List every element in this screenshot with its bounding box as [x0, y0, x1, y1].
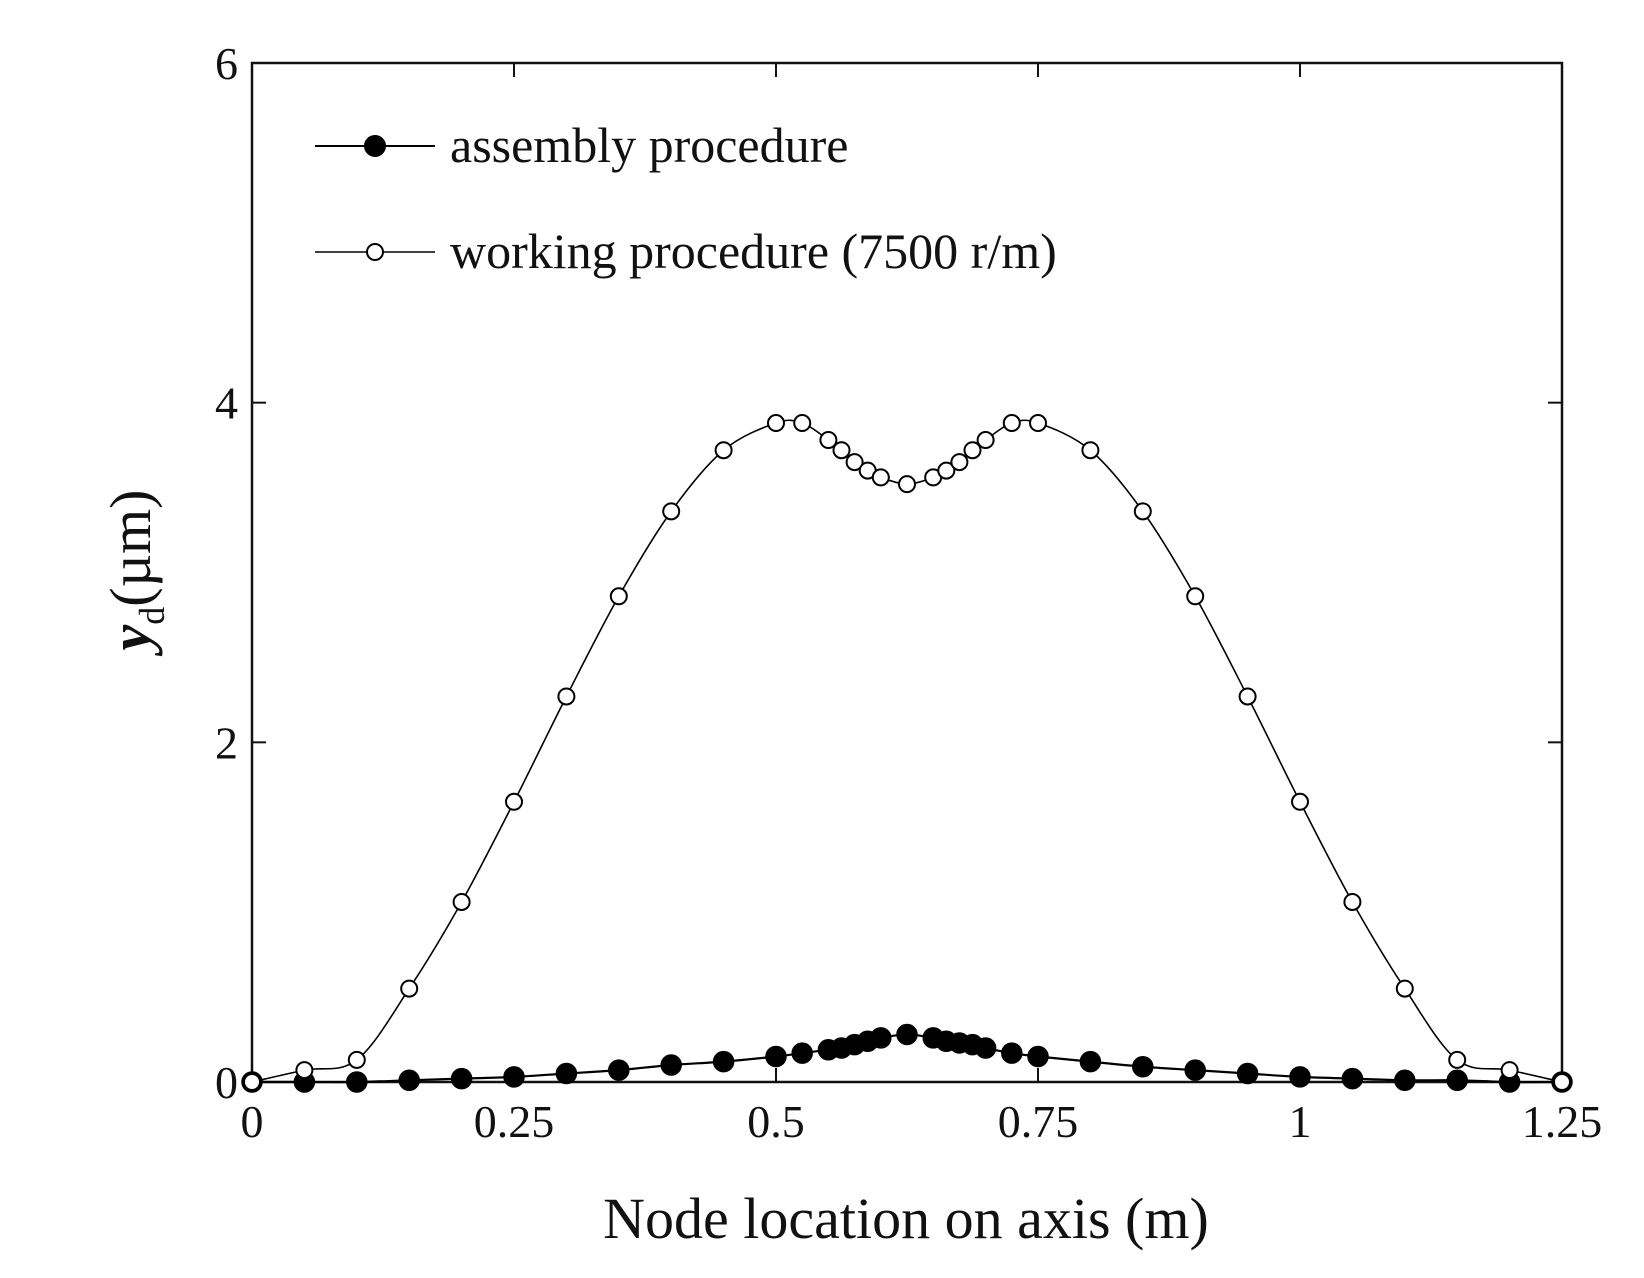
data-point [937, 461, 956, 480]
x-axis-label: Node location on axis (m) [603, 1186, 1209, 1251]
data-point [608, 1059, 630, 1081]
data-point [1446, 1069, 1468, 1092]
data-point [870, 1027, 892, 1049]
legend-label-working: working procedure (7500 r/m) [450, 223, 1057, 279]
data-point [1029, 414, 1047, 433]
data-point [662, 502, 681, 521]
series-line [251, 419, 1563, 1083]
series-working [243, 414, 1571, 1091]
data-point [714, 441, 733, 460]
axis-ticks [251, 62, 1563, 1083]
y-axis-label-symbol: y [98, 624, 163, 656]
data-point [791, 1042, 813, 1064]
plot-frame [250, 61, 1564, 1084]
data-point [712, 1050, 735, 1073]
data-point [765, 1045, 787, 1068]
data-point [1500, 1061, 1519, 1080]
data-point [1341, 1067, 1364, 1090]
x-tick-label: 0.75 [998, 1096, 1079, 1147]
data-point [450, 1067, 473, 1090]
data-point [505, 792, 523, 811]
data-point [1448, 1050, 1467, 1069]
data-point [398, 1069, 420, 1092]
data-point [1133, 502, 1152, 521]
legend-marker-working [366, 243, 384, 261]
data-point [767, 414, 785, 433]
legend-marker-assembly [364, 135, 386, 157]
x-tick-label: 0.25 [474, 1096, 555, 1147]
data-point [660, 1054, 682, 1076]
x-tick-label: 0.5 [747, 1096, 805, 1147]
data-point [347, 1050, 366, 1069]
data-point [1394, 1069, 1416, 1092]
data-point [1001, 1042, 1023, 1064]
legend: assembly procedure working procedure (75… [315, 117, 1057, 279]
data-point [896, 1023, 918, 1046]
data-point [1002, 414, 1021, 433]
data-point [832, 441, 851, 460]
data-point [1395, 979, 1414, 998]
data-point [1343, 892, 1362, 911]
series-layer [241, 414, 1573, 1093]
data-point [1553, 1073, 1571, 1091]
plot-area [250, 61, 1564, 1084]
data-point [1236, 1062, 1259, 1085]
data-point [1081, 441, 1100, 460]
data-point [1132, 1055, 1154, 1078]
data-point [400, 979, 419, 998]
y-tick-label: 0 [215, 1057, 238, 1108]
y-tick-label: 6 [215, 38, 238, 89]
data-point [1291, 792, 1309, 811]
x-tick-label: 0 [241, 1096, 264, 1147]
data-point [1079, 1050, 1102, 1073]
y-tick-label: 2 [215, 717, 238, 768]
data-point [295, 1061, 314, 1080]
data-point [819, 431, 838, 450]
legend-label-assembly: assembly procedure [450, 117, 848, 173]
y-tick-label: 4 [215, 378, 238, 429]
data-point [1289, 1066, 1311, 1088]
data-point [793, 414, 812, 433]
data-point [609, 587, 628, 606]
data-point [243, 1073, 261, 1091]
data-point [963, 441, 982, 460]
svg-text:yd(µm): yd(µm) [98, 490, 172, 657]
x-tick-label: 1 [1289, 1096, 1312, 1147]
data-point [346, 1071, 368, 1093]
y-axis-label: yd(µm) [98, 490, 172, 657]
data-point [974, 1037, 997, 1059]
y-axis-label-unit: (µm) [98, 490, 163, 607]
data-point [871, 468, 890, 487]
data-point [1027, 1045, 1049, 1068]
data-point [1184, 1059, 1206, 1081]
data-point [976, 431, 995, 450]
y-axis-label-subscript: d [132, 607, 172, 625]
data-point [950, 453, 969, 472]
data-point [1238, 687, 1257, 706]
data-point [898, 475, 916, 494]
data-point [555, 1062, 578, 1085]
data-point [845, 453, 864, 472]
x-tick-label: 1.25 [1522, 1096, 1603, 1147]
data-point [557, 687, 576, 706]
axis-tick-labels: 0 0.25 0.5 0.75 1 1.25 0 2 4 6 [215, 38, 1602, 1147]
data-point [503, 1066, 525, 1088]
data-point [1186, 587, 1205, 606]
data-point [452, 892, 471, 911]
